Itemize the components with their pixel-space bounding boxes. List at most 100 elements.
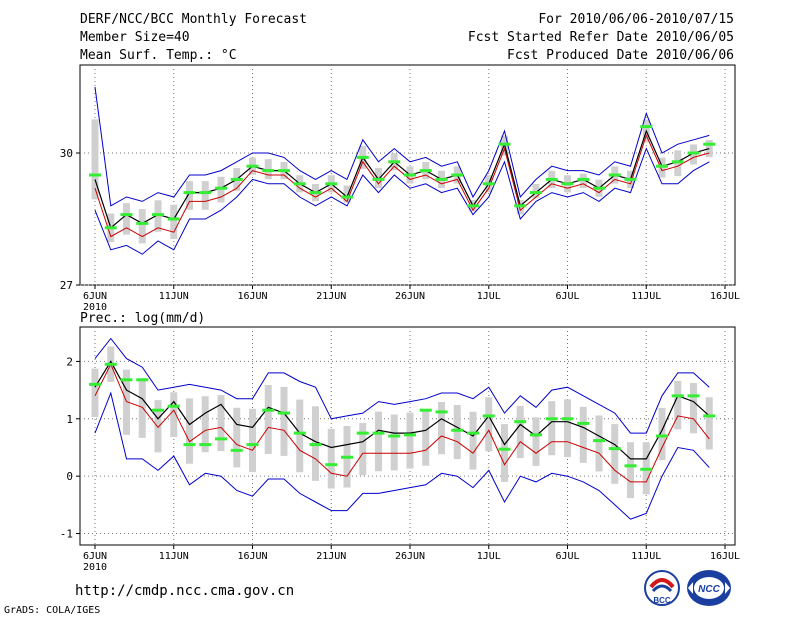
prec-obs-marker — [404, 433, 416, 437]
prec-obs-marker — [451, 428, 464, 432]
prec-member-box — [516, 405, 524, 459]
temp-obs-marker — [640, 125, 653, 129]
prec-obs-marker — [561, 417, 574, 421]
ncc-logo-text: NCC — [698, 584, 720, 595]
temp-obs-marker — [199, 191, 212, 195]
prec-panel: 6JUN 11JUN 16JUN 21JUN 26JUN 1JUL 6JUL 11JUL 16J… — [60, 311, 740, 573]
prec-xtick-label: 6JUN — [83, 551, 107, 562]
prec-member-box — [674, 380, 682, 430]
temp-obs-marker — [467, 204, 479, 208]
prec-obs-marker — [167, 404, 180, 408]
temp-xtick-label: 1JUL — [477, 291, 501, 302]
prec-obs-marker — [230, 448, 243, 452]
prec-obs-marker — [183, 443, 196, 447]
prec-member-box — [611, 424, 619, 484]
prec-obs-marker — [435, 410, 448, 414]
temp-plot-frame — [79, 64, 736, 286]
prec-member-box — [123, 369, 130, 435]
prec-obs-marker — [89, 382, 101, 386]
temp-obs-marker — [246, 164, 259, 168]
bcc-logo-ring — [644, 570, 680, 606]
prec-member-box — [532, 417, 540, 466]
prec-obs-marker — [246, 443, 259, 447]
temp-obs-marker — [293, 182, 306, 186]
prec-ytick-label: 2 — [66, 355, 73, 368]
prec-year-label: 2010 — [83, 562, 107, 573]
prec-obs-marker — [372, 431, 385, 435]
prec-obs-marker — [120, 378, 133, 382]
prec-xtick-label: 26JUN — [395, 551, 425, 562]
temp-mean-line — [94, 129, 710, 229]
prec-obs-marker — [656, 434, 668, 438]
temp-obs-marker — [183, 191, 196, 195]
prec-obs-marker — [671, 394, 684, 398]
temp-obs-marker — [435, 177, 448, 181]
chart-title: DERF/NCC/BCC Monthly Forecast — [80, 12, 307, 27]
prec-obs-marker — [467, 431, 479, 435]
prec-obs-marker — [687, 394, 700, 398]
prec-obs-marker — [482, 414, 495, 418]
fcst-produced-date: Fcst Produced Date 2010/06/06 — [507, 48, 734, 63]
temp-obs-marker — [388, 160, 401, 164]
temp-obs-marker — [278, 169, 290, 173]
temp-obs-marker — [593, 186, 605, 190]
temp-xtick-label: 11JUN — [159, 291, 189, 302]
member-size: Member Size=40 — [80, 30, 190, 45]
temp-member-box — [138, 209, 146, 244]
temp-obs-marker — [703, 142, 716, 146]
prec-ytick-label: 1 — [66, 413, 73, 426]
temp-obs-marker — [608, 173, 621, 177]
temp-obs-marker — [167, 217, 180, 221]
prec-plot-frame — [79, 326, 736, 546]
prec-member-box — [186, 398, 193, 464]
bcc-logo-arc-inner — [651, 584, 673, 593]
prec-xtick-label: 21JUN — [316, 551, 346, 562]
prec-obs-marker — [608, 447, 621, 451]
prec-axis-title: Prec.: log(mm/d) — [80, 311, 205, 326]
temp-year-label: 2010 — [83, 302, 107, 313]
prec-member-box — [453, 405, 461, 460]
prec-xtick-label: 1JUL — [477, 551, 501, 562]
temp-obs-marker — [624, 177, 637, 181]
temp-obs-marker — [89, 173, 101, 177]
prec-obs-marker — [640, 467, 653, 471]
prec-member-box — [469, 411, 477, 470]
prec-xtick-label: 11JUN — [159, 551, 189, 562]
prec-obs-marker — [262, 408, 275, 412]
prec-obs-marker — [293, 431, 306, 435]
prec-member-box — [390, 414, 398, 471]
temp-obs-marker — [341, 195, 353, 199]
ncc-logo-center — [694, 577, 724, 599]
temp-min-line — [94, 147, 710, 255]
prec-max-line — [94, 337, 710, 434]
prec-member-box — [264, 384, 272, 454]
temp-obs-marker — [325, 182, 338, 186]
temp-member-box — [170, 204, 178, 240]
temp-obs-marker — [230, 177, 243, 181]
prec-member-box — [564, 399, 571, 458]
temp-xtick-label: 26JUN — [395, 291, 425, 302]
ncc-logo-notch — [688, 582, 730, 594]
temp-xtick-label: 6JUL — [555, 291, 579, 302]
prec-member-box — [170, 392, 178, 438]
temp-obs-marker — [215, 186, 227, 190]
prec-median-line — [94, 363, 710, 483]
prec-obs-marker — [136, 378, 149, 382]
prec-member-box — [438, 402, 445, 455]
prec-mean-line — [94, 360, 710, 460]
bcc-logo: BCC — [644, 570, 680, 606]
bcc-logo-arc — [649, 578, 675, 589]
temp-obs-marker — [372, 177, 385, 181]
temp-obs-marker — [577, 177, 590, 181]
prec-obs-marker — [577, 421, 590, 425]
ncc-logo: NCC — [687, 570, 731, 606]
prec-obs-marker — [278, 411, 290, 415]
bcc-logo-text: BCC — [653, 596, 671, 605]
prec-obs-marker — [356, 431, 369, 435]
temp-panel: 6JUN 11JUN 16JUN 21JUN 26JUN 1JUL 6JUL 11JUL 16J… — [60, 64, 740, 313]
source-url: http://cmdp.ncc.cma.gov.cn — [75, 583, 295, 599]
prec-member-box — [154, 400, 162, 453]
prec-obs-marker — [388, 434, 401, 438]
temp-xtick-label: 11JUL — [631, 291, 661, 302]
prec-member-box — [485, 397, 493, 452]
